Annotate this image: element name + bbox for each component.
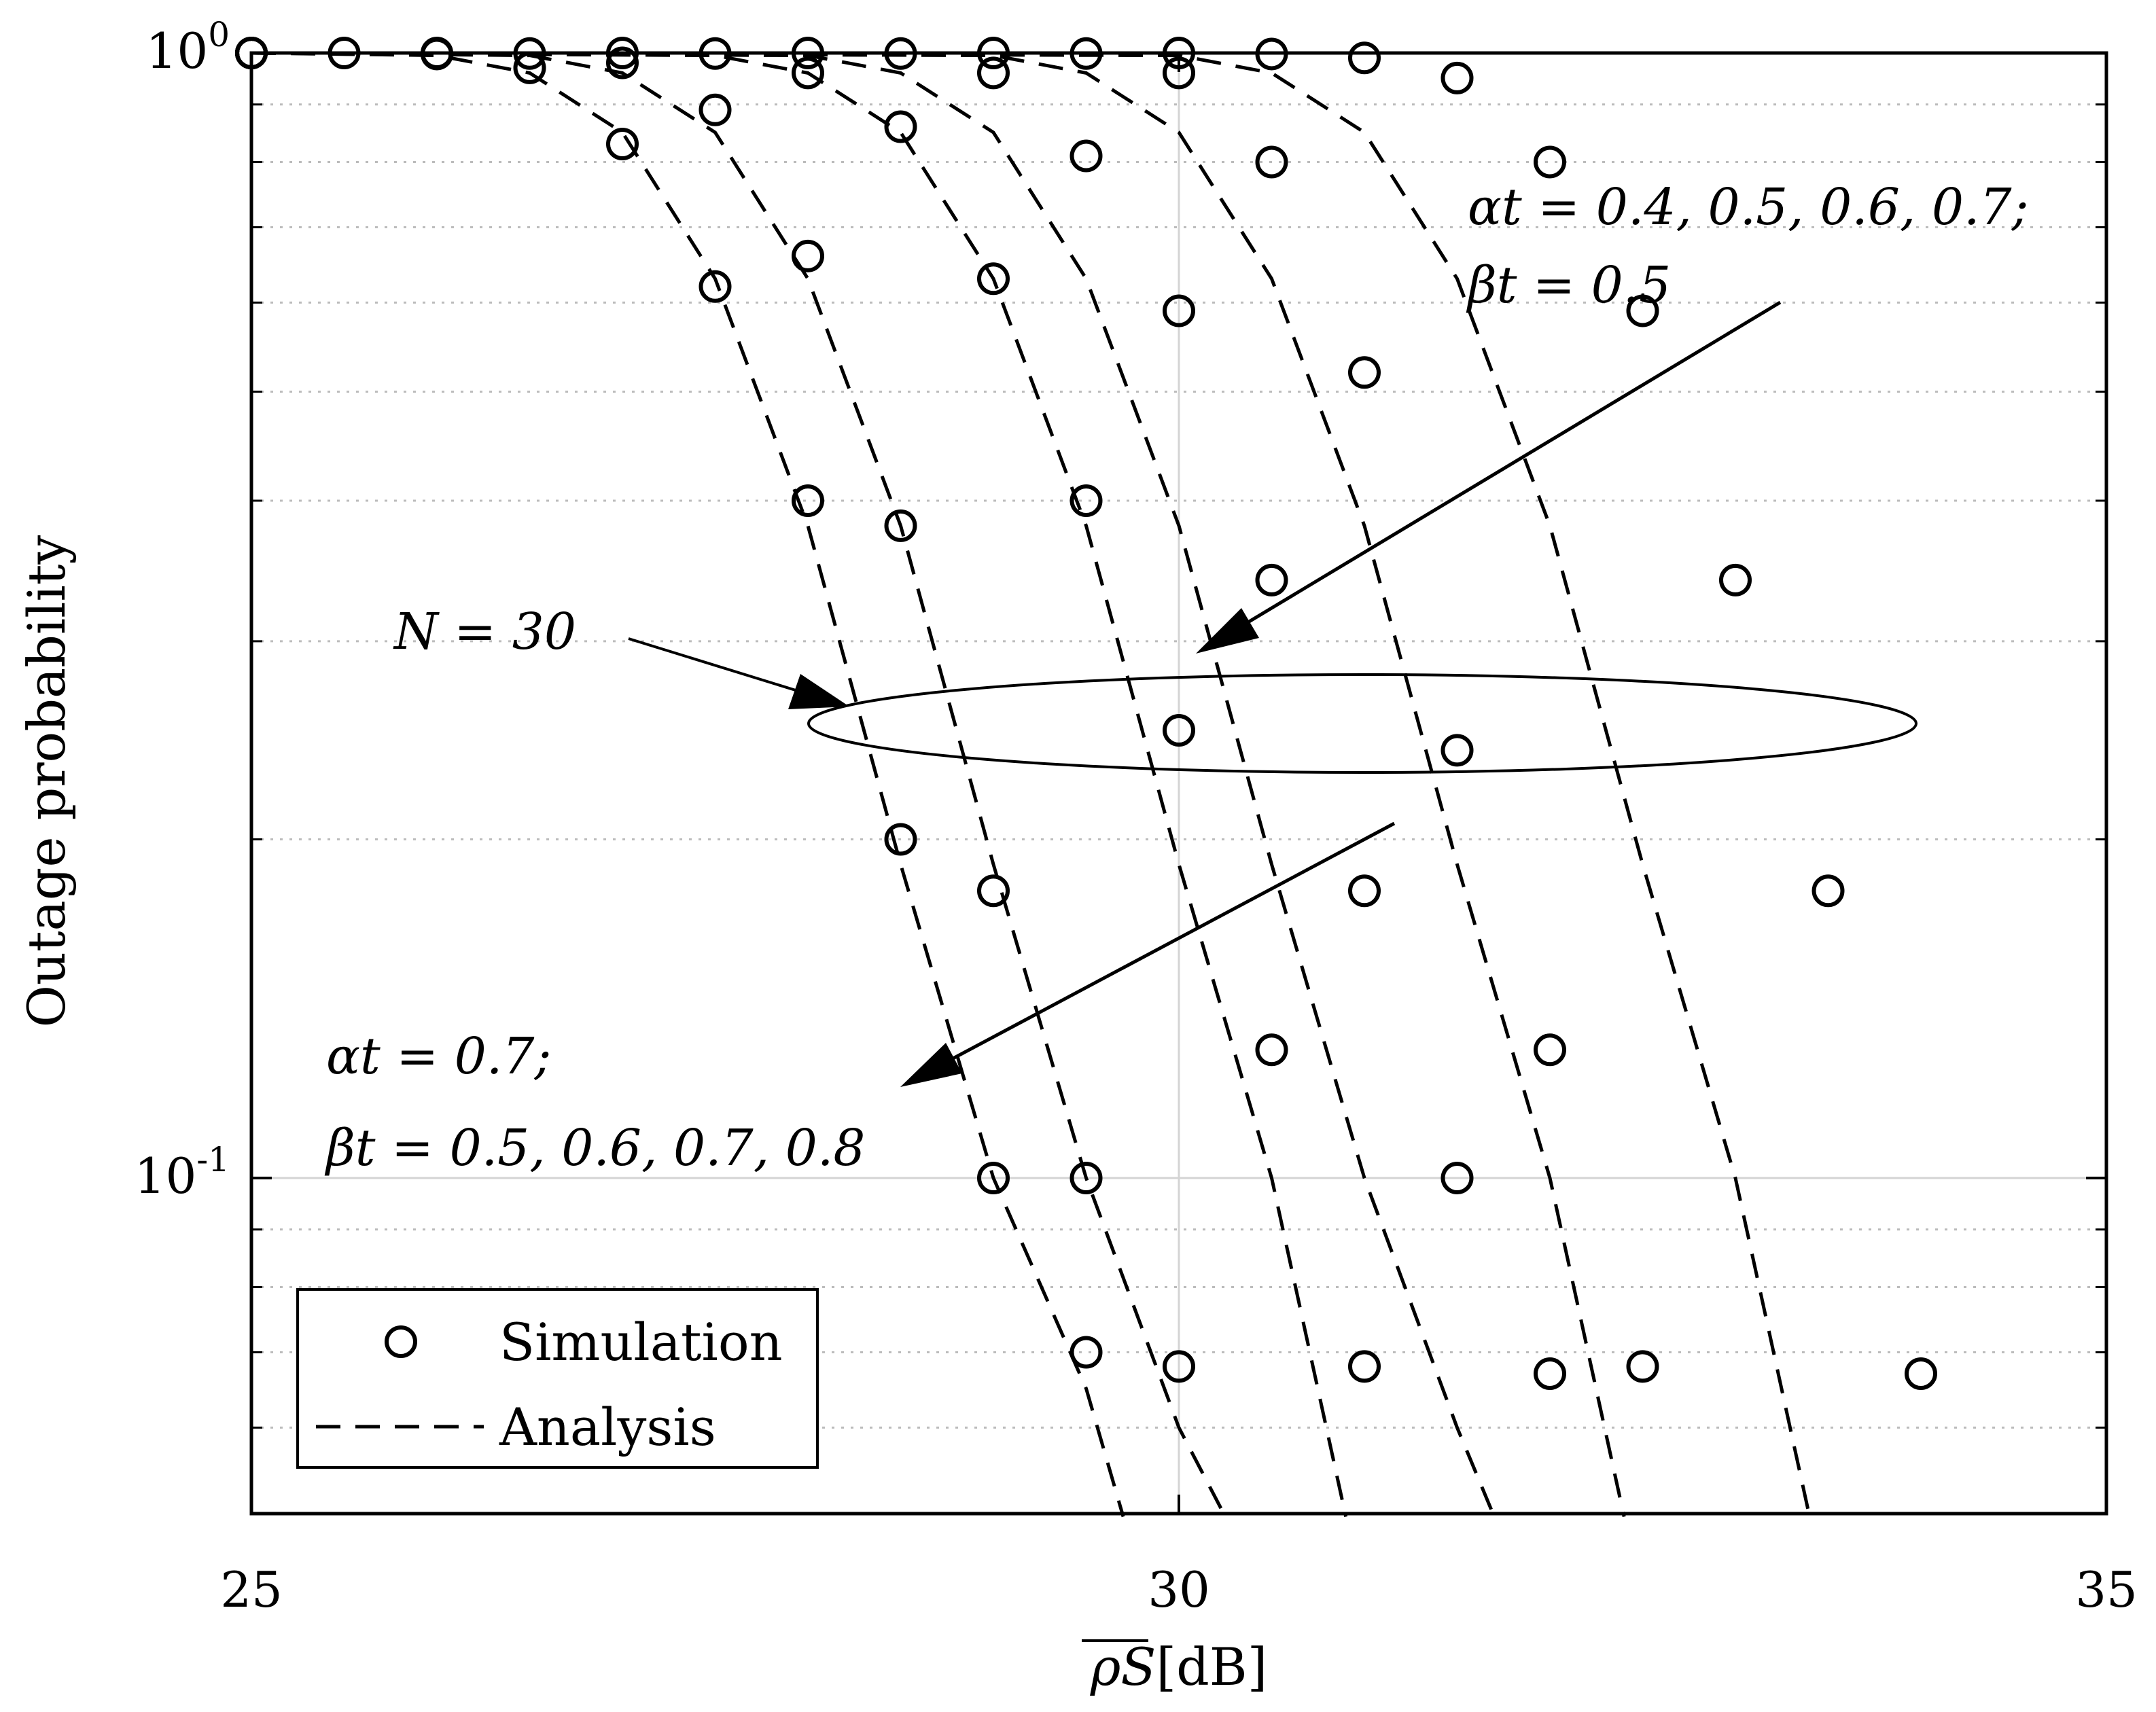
analysis-line-5 xyxy=(251,51,1626,1518)
simulation-point-2 xyxy=(792,239,824,272)
annotation-n30: N = 30 xyxy=(393,603,576,661)
simulation-point-2 xyxy=(699,93,732,126)
simulation-point-1 xyxy=(606,128,639,161)
simulation-point-3 xyxy=(1255,1033,1288,1067)
simulation-point-5 xyxy=(1255,145,1288,179)
y-tick-labels: 100 10-1 xyxy=(135,15,230,1205)
legend-simulation-marker xyxy=(385,1325,417,1358)
y-axis-label: Outage probability xyxy=(16,535,77,1028)
legend-analysis-label: Analysis xyxy=(499,1397,716,1457)
legend: Simulation Analysis xyxy=(296,1288,819,1469)
annotation-beta-fixed: βt = 0.5 xyxy=(1466,256,1671,315)
simulation-point-1 xyxy=(977,1162,1010,1194)
legend-box xyxy=(296,1288,819,1469)
beta-arrowhead xyxy=(900,1043,962,1087)
simulation-point-3 xyxy=(1163,714,1195,747)
analysis-line-6 xyxy=(251,51,1812,1518)
simulation-point-4 xyxy=(1534,1357,1566,1391)
analysis-line-3 xyxy=(251,51,1348,1518)
y-tick-label: 10-1 xyxy=(135,1140,230,1205)
annotations: N = 30 αt = 0.4, 0.5, 0.6, 0.7; βt = 0.5… xyxy=(324,178,2029,1177)
y-tick-label: 100 xyxy=(146,15,230,79)
simulation-point-5 xyxy=(1348,356,1381,389)
simulation-point-4 xyxy=(1163,294,1195,327)
simulation-point-6 xyxy=(1905,1357,1937,1391)
x-tick-label: 30 xyxy=(1148,1561,1210,1618)
simulation-point-6 xyxy=(1812,874,1845,908)
simulation-point-3 xyxy=(1348,1350,1381,1383)
ticks xyxy=(250,52,2108,1514)
simulation-point-2 xyxy=(1163,1350,1195,1383)
simulation-point-1 xyxy=(699,270,732,303)
n30-arrowhead xyxy=(788,674,849,709)
simulation-point-2 xyxy=(1070,1162,1103,1194)
simulation-point-3 xyxy=(792,56,824,90)
simulation-point-6 xyxy=(1534,145,1566,179)
simulation-point-4 xyxy=(977,56,1010,90)
simulation-point-1 xyxy=(884,823,917,856)
simulation-point-3 xyxy=(884,110,917,143)
simulation-point-5 xyxy=(1626,1350,1659,1383)
simulation-point-5 xyxy=(1441,734,1474,767)
x-axis-label: ρS[dB] xyxy=(1082,1637,1267,1697)
x-tick-labels: 25 30 35 xyxy=(220,1561,2138,1618)
analysis-line-2 xyxy=(251,51,1227,1518)
analysis-line-4 xyxy=(251,51,1496,1518)
annotation-alpha-fixed: αt = 0.7; xyxy=(326,1027,551,1086)
simulation-point-2 xyxy=(977,874,1010,908)
simulation-point-4 xyxy=(1070,139,1103,173)
simulation-point-1 xyxy=(792,484,824,517)
annotation-beta-list: βt = 0.5, 0.6, 0.7, 0.8 xyxy=(324,1119,865,1177)
n30-arrow xyxy=(628,637,816,698)
simulation-point-4 xyxy=(1255,563,1288,596)
analysis-line-1 xyxy=(251,51,1125,1518)
simulation-point-6 xyxy=(1626,294,1659,327)
alpha-arrow xyxy=(1229,300,1782,635)
simulation-point-3 xyxy=(977,262,1010,296)
beta-arrow xyxy=(936,821,1396,1069)
simulation-point-2 xyxy=(606,46,639,79)
x-tick-label: 35 xyxy=(2075,1561,2138,1618)
simulation-point-4 xyxy=(1348,874,1381,908)
series-layer xyxy=(235,37,1937,1518)
n30-ellipse xyxy=(807,673,1918,774)
alpha-arrowhead xyxy=(1196,608,1259,654)
simulation-point-2 xyxy=(884,509,917,542)
simulation-point-3 xyxy=(1070,484,1103,517)
simulation-point-6 xyxy=(1348,41,1381,75)
annotation-alpha-list: αt = 0.4, 0.5, 0.6, 0.7; xyxy=(1468,178,2029,236)
x-tick-label: 25 xyxy=(220,1561,283,1618)
simulation-point-4 xyxy=(1441,1162,1474,1194)
legend-simulation-label: Simulation xyxy=(499,1312,783,1372)
svg-text:ρS[dB]: ρS[dB] xyxy=(1090,1637,1268,1697)
simulation-point-6 xyxy=(1719,563,1752,596)
simulation-point-6 xyxy=(1441,61,1474,94)
simulation-point-5 xyxy=(1534,1033,1566,1067)
simulation-point-1 xyxy=(1070,1336,1103,1369)
